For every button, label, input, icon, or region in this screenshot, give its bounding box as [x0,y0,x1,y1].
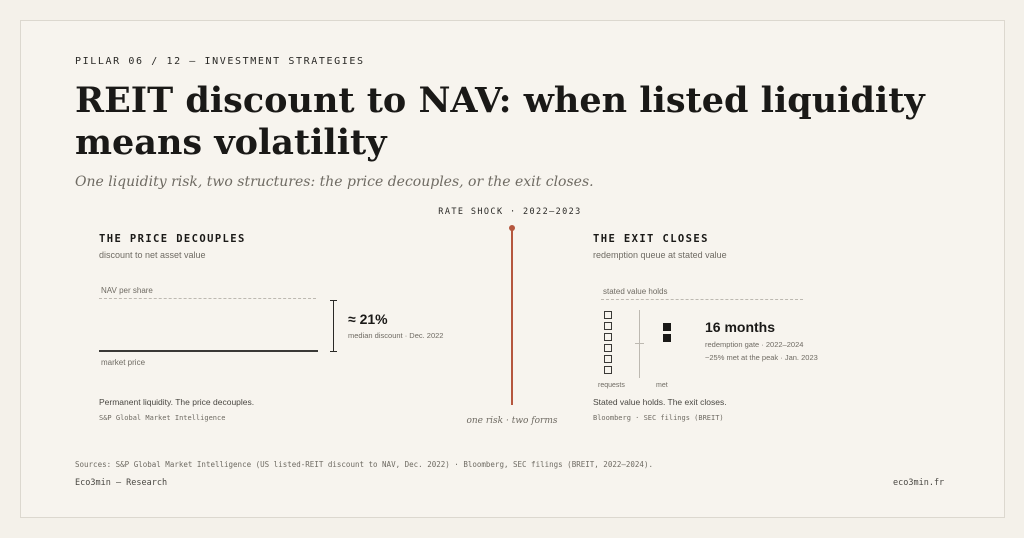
pillar-label: PILLAR 06 / 12 — INVESTMENT STRATEGIES [75,56,365,67]
discount-bracket-bottom [330,351,337,352]
months-note-gate: redemption gate · 2022–2024 [705,340,804,349]
stated-value-line [601,299,803,300]
page-subtitle: One liquidity risk, two structures: the … [75,174,594,190]
queue-tick [635,343,644,344]
left-subheading: discount to net asset value [99,250,206,260]
discount-note: median discount · Dec. 2022 [348,331,444,340]
discount-bracket [333,300,334,352]
request-box [604,322,612,330]
market-price-label: market price [101,358,146,367]
sources-note: Sources: S&P Global Market Intelligence … [75,460,653,469]
center-caption: one risk · two forms [466,416,558,426]
months-note-peak: ~25% met at the peak · Jan. 2023 [705,353,818,362]
right-source: Bloomberg · SEC filings (BREIT) [593,414,724,422]
rate-shock-divider [511,228,513,405]
right-heading: THE EXIT CLOSES [593,233,709,245]
nav-line [99,298,316,299]
queue-divider [639,310,640,378]
request-box [604,311,612,319]
brand-label: Eco3min — Research [75,478,168,488]
page-title: REIT discount to NAV: when listed liquid… [75,80,925,163]
right-footer: Stated value holds. The exit closes. [593,397,727,407]
months-value: 16 months [705,319,776,335]
discount-value: ≈ 21% [348,311,388,327]
stated-value-label: stated value holds [603,287,668,296]
met-box [663,323,671,331]
left-footer: Permanent liquidity. The price decouples… [99,397,255,407]
left-source: S&P Global Market Intelligence [99,414,226,422]
left-heading: THE PRICE DECOUPLES [99,233,246,245]
nav-label: NAV per share [101,286,153,295]
market-price-line [99,350,318,352]
rate-shock-label: RATE SHOCK · 2022–2023 [438,207,582,217]
request-box [604,344,612,352]
request-box [604,333,612,341]
met-label: met [656,382,668,389]
right-subheading: redemption queue at stated value [593,250,727,260]
site-link[interactable]: eco3min.fr [893,478,945,488]
requests-label: requests [598,382,625,389]
met-box [663,334,671,342]
discount-bracket-top [330,300,337,301]
request-box [604,355,612,363]
request-box [604,366,612,374]
